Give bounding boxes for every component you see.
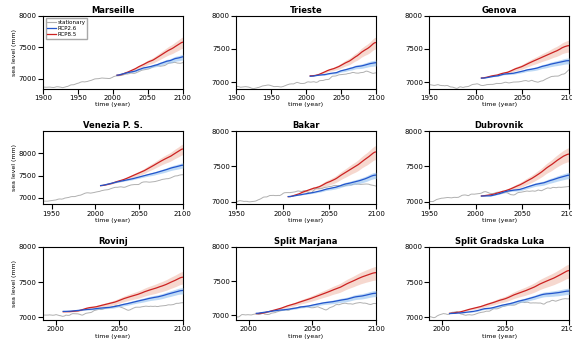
X-axis label: time (year): time (year) (288, 334, 324, 339)
Title: Split Marjana: Split Marjana (275, 237, 337, 246)
Y-axis label: sea level (mm): sea level (mm) (12, 29, 17, 76)
Title: Venezia P. S.: Venezia P. S. (83, 121, 143, 130)
Title: Marseille: Marseille (91, 6, 134, 15)
Title: Bakar: Bakar (292, 121, 320, 130)
X-axis label: time (year): time (year) (96, 334, 130, 339)
Title: Trieste: Trieste (289, 6, 323, 15)
Title: Genova: Genova (482, 6, 517, 15)
X-axis label: time (year): time (year) (288, 102, 324, 107)
X-axis label: time (year): time (year) (288, 218, 324, 223)
X-axis label: time (year): time (year) (96, 218, 130, 223)
X-axis label: time (year): time (year) (482, 334, 517, 339)
Title: Rovinj: Rovinj (98, 237, 128, 246)
Title: Split Gradska Luka: Split Gradska Luka (455, 237, 544, 246)
Y-axis label: sea level (mm): sea level (mm) (12, 260, 17, 307)
Legend: stationary, RCP2.6, RCP8.5: stationary, RCP2.6, RCP8.5 (46, 18, 87, 39)
Title: Dubrovnik: Dubrovnik (475, 121, 524, 130)
Y-axis label: sea level (mm): sea level (mm) (12, 144, 17, 191)
X-axis label: time (year): time (year) (96, 102, 130, 107)
X-axis label: time (year): time (year) (482, 218, 517, 223)
X-axis label: time (year): time (year) (482, 102, 517, 107)
